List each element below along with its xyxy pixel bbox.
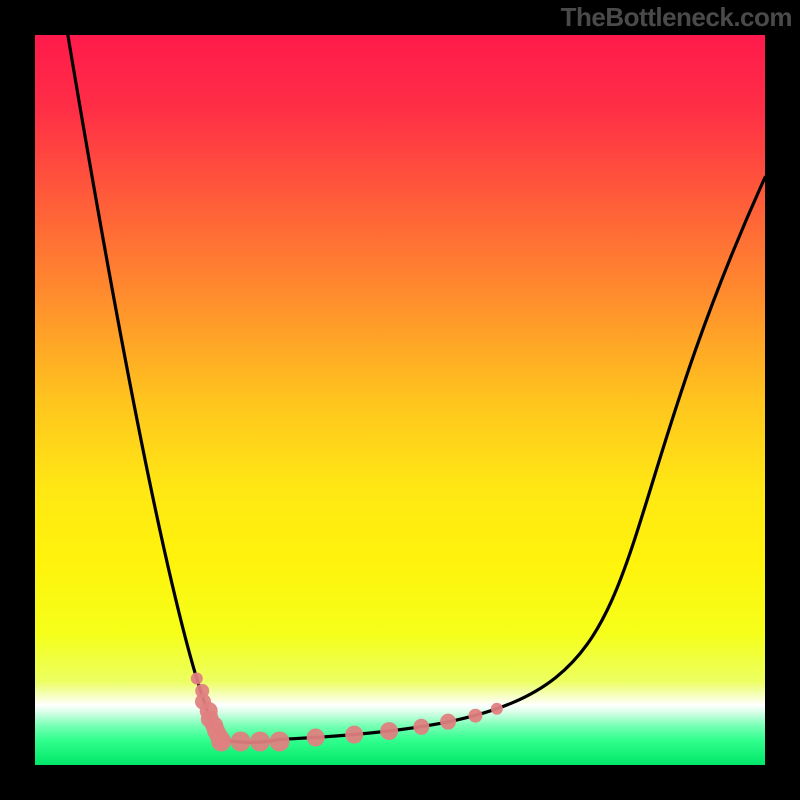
marker-dot: [440, 714, 456, 730]
marker-dot: [250, 731, 270, 751]
marker-dot: [307, 728, 325, 746]
chart-frame: TheBottleneck.com: [0, 0, 800, 800]
marker-dot: [345, 726, 363, 744]
marker-dot: [211, 731, 231, 751]
marker-dot: [231, 731, 251, 751]
marker-dot: [491, 703, 503, 715]
chart-area: [35, 35, 765, 765]
marker-dot: [380, 722, 398, 740]
chart-svg: [35, 35, 765, 765]
marker-dot: [413, 719, 429, 735]
marker-dot: [468, 709, 482, 723]
marker-dot: [270, 731, 290, 751]
watermark-text: TheBottleneck.com: [561, 2, 792, 33]
marker-dot: [191, 673, 203, 685]
